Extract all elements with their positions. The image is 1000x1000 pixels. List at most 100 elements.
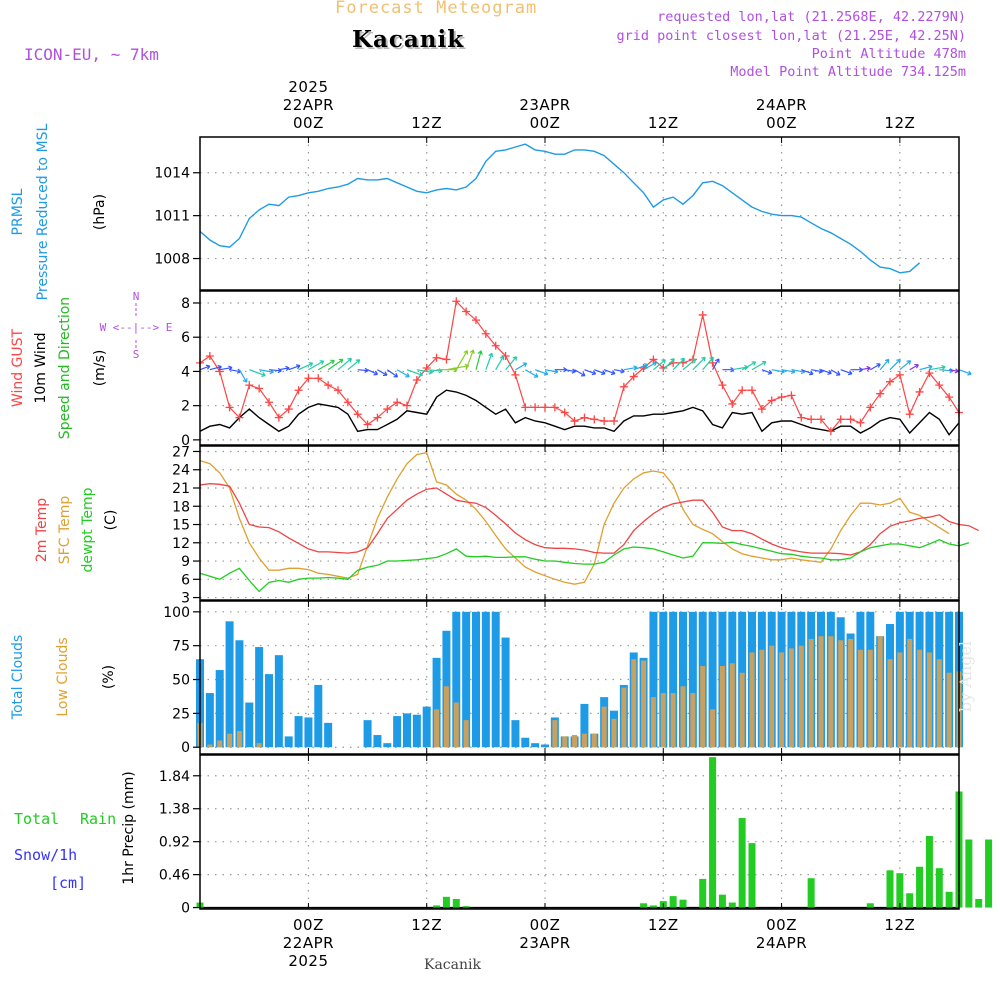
low-cloud-bar <box>641 660 647 748</box>
low-cloud-bar <box>788 648 794 748</box>
wind-direction-arrow <box>741 361 757 371</box>
low-cloud-bar <box>453 702 459 748</box>
wind-direction-arrow <box>249 369 266 377</box>
precip-bar <box>945 891 953 908</box>
wind-gust-point <box>235 413 244 422</box>
temp-label-sfc: SFC Temp <box>57 496 73 565</box>
precip-bar <box>935 868 943 908</box>
low-cloud-bar <box>808 638 814 748</box>
wind-gust-point <box>324 381 333 390</box>
low-cloud-bar <box>926 652 932 748</box>
pressure-ytick-label: 1011 <box>154 209 190 225</box>
precip-ytick-label: 0.46 <box>159 868 190 884</box>
clouds-ytick-label: 0 <box>181 740 190 756</box>
wind-gust-point <box>393 398 402 407</box>
bottom-time-label: 12Z <box>648 916 679 934</box>
precip-bar <box>965 839 973 908</box>
wind-direction-arrow <box>386 369 399 378</box>
pressure-ytick-label: 1008 <box>154 252 190 268</box>
bottom-time-label: 24APR <box>756 934 807 952</box>
temp-ytick-label: 18 <box>172 499 190 515</box>
low-cloud-bar <box>857 649 863 748</box>
precip-legend-cm: [cm] <box>50 874 86 892</box>
wind-gust-point <box>905 410 914 419</box>
total-cloud-bar <box>284 736 293 748</box>
low-cloud-bar <box>562 736 568 748</box>
wind-gust-point <box>343 398 352 407</box>
wind-ytick-label: 8 <box>181 296 190 312</box>
wind-gust-point <box>895 370 904 379</box>
wind-gust-point <box>777 393 786 402</box>
top-time-label: 22APR <box>283 96 334 114</box>
temp-ytick-label: 12 <box>172 536 190 552</box>
wind-gust-point <box>452 297 461 306</box>
precip-legend-total: Total <box>14 810 59 828</box>
wind-gust-point <box>945 393 954 402</box>
precip-ytick-label: 1.38 <box>159 802 190 818</box>
wind-direction-arrow <box>840 369 853 376</box>
wind-direction-arrow <box>830 369 841 376</box>
precip-units: 1hr Precip (mm) <box>121 771 137 884</box>
wind-gust-point <box>521 403 530 412</box>
wind-gust-point <box>807 415 816 424</box>
low-cloud-bar <box>621 687 627 748</box>
temp-units: (C) <box>103 510 119 531</box>
wind-direction-arrow <box>406 369 423 377</box>
precip-bar <box>433 905 441 908</box>
bottom-time-label: 12Z <box>411 916 442 934</box>
low-cloud-bar <box>848 638 854 748</box>
wind-gust-point <box>738 386 747 395</box>
total-cloud-bar <box>324 722 333 748</box>
bottom-time-label: 23APR <box>519 934 570 952</box>
wind-gust-point <box>550 403 559 412</box>
wind-gust-point <box>846 415 855 424</box>
bottom-time-label: 12Z <box>884 916 915 934</box>
wind-ytick-label: 0 <box>181 433 190 449</box>
temp-label-dewpt: dewpt Temp <box>80 487 96 572</box>
clouds-frame <box>199 600 960 755</box>
wind-gust-point <box>245 381 254 390</box>
wind-gust-point <box>767 396 776 405</box>
wind-direction-arrow <box>801 369 814 376</box>
low-cloud-bar <box>897 652 903 748</box>
wind-direction-arrow <box>712 358 720 371</box>
precip-bar <box>709 757 717 908</box>
pressure-units: (hPa) <box>92 194 108 230</box>
low-cloud-bar <box>572 735 578 748</box>
low-cloud-bar <box>936 659 942 748</box>
total-cloud-bar <box>383 743 392 748</box>
wind-gust-point <box>856 418 865 427</box>
wind-gust-point <box>294 386 303 395</box>
wind-gust-point <box>610 417 618 426</box>
wind-gust-point <box>748 386 756 395</box>
wind-direction-arrow <box>869 363 881 371</box>
wind-gust-point <box>373 413 382 422</box>
temp-frame <box>199 445 960 601</box>
low-cloud-bar <box>729 663 735 748</box>
wind-direction-arrow <box>278 365 290 372</box>
wind-direction-arrow <box>367 369 379 376</box>
precip-frame <box>199 754 960 910</box>
low-cloud-bar <box>236 730 242 748</box>
total-cloud-bar <box>580 703 589 748</box>
precip-bar <box>906 893 914 908</box>
point-altitude: Point Altitude 478m <box>811 46 966 62</box>
wind-direction-arrow <box>396 369 410 378</box>
temp-2m-line <box>199 483 979 556</box>
low-cloud-bar <box>463 720 469 748</box>
dewpoint-line <box>199 538 970 593</box>
wind-label-10m: 10m Wind <box>33 332 49 403</box>
wind-direction-arrow <box>515 362 528 371</box>
wind-direction-arrow <box>958 369 972 376</box>
total-cloud-bar <box>235 640 244 748</box>
wind-gust-point <box>836 415 845 424</box>
bottom-time-label: 00Z <box>766 916 797 934</box>
clouds-ytick-label: 100 <box>163 605 190 621</box>
wind-gust-point <box>314 374 323 383</box>
total-cloud-bar <box>314 684 323 748</box>
total-cloud-bar <box>462 611 471 748</box>
total-cloud-bar <box>659 611 668 748</box>
wind-direction-arrow <box>327 358 344 371</box>
wind-direction-arrow <box>317 359 335 371</box>
wind-gust-point <box>876 389 885 398</box>
